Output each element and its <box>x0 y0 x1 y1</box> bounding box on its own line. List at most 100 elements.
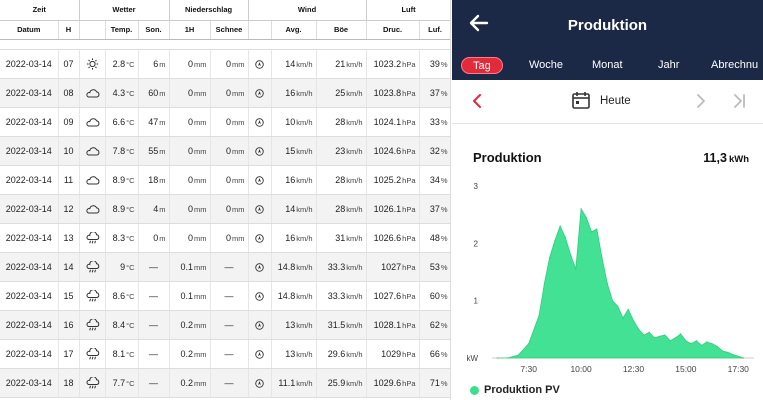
cell-snow: 0mm <box>210 49 249 79</box>
rain-cloud-icon <box>86 317 99 330</box>
cell-sun: — <box>138 281 170 311</box>
cell-rain-value: 0.2 <box>180 319 194 330</box>
cell-temp: 8.6°C <box>105 281 139 311</box>
data-point <box>622 317 624 319</box>
x-tick-label: 7:30 <box>520 364 537 374</box>
x-tick-label: 12:30 <box>623 364 645 374</box>
cell-wind-avg-value: 14 <box>285 203 296 214</box>
cell-wind-direction <box>248 223 272 253</box>
date-navigator: Heute <box>452 80 763 124</box>
data-point <box>690 343 692 345</box>
cell-rain: 0mm <box>169 136 211 166</box>
cell-wind-avg: 14km/h <box>271 194 317 224</box>
cell-wind-gust: 31.5km/h <box>316 310 367 340</box>
cell-wind-avg: 14km/h <box>271 49 317 79</box>
y-tick-label: 1 <box>474 297 479 306</box>
chart-title: Produktion <box>473 150 542 165</box>
cell-sun-unit: m <box>159 117 166 127</box>
cell-wind-direction <box>248 194 272 224</box>
cell-wind-direction <box>248 310 272 340</box>
cell-wind-avg-value: 14.8 <box>277 261 296 272</box>
tab-woche[interactable]: Woche <box>529 59 564 71</box>
cell-sun-value: 47 <box>148 116 159 127</box>
cell-weather-icon <box>79 368 106 398</box>
col-header-luf: Luf. <box>419 20 450 40</box>
cell-snow-unit: mm <box>232 59 245 69</box>
data-point <box>575 268 577 270</box>
cell-wind-gust-unit: km/h <box>346 204 363 214</box>
cell-wind-gust-value: 28 <box>335 174 346 185</box>
calendar-icon[interactable] <box>571 90 591 110</box>
cell-pressure-unit: hPa <box>402 378 416 388</box>
cell-weather-icon <box>79 281 106 311</box>
wind-direction-icon <box>255 175 264 185</box>
col-header-temp: Temp. <box>105 20 139 40</box>
cell-temp-unit: °C <box>126 378 135 388</box>
cell-temp-value: 9 <box>120 261 126 272</box>
chevron-right-icon[interactable] <box>696 94 706 108</box>
cell-sun: — <box>138 310 170 340</box>
cell-wind-gust-value: 33.3 <box>327 290 346 301</box>
tab-tag[interactable]: Tag <box>461 57 503 74</box>
cell-weather-icon <box>79 49 106 79</box>
skip-to-end-icon[interactable] <box>732 94 746 108</box>
cell-rain: 0mm <box>169 49 211 79</box>
cell-wind-gust: 21km/h <box>316 49 367 79</box>
data-point <box>580 208 582 210</box>
cell-humidity: 60% <box>419 281 450 311</box>
cell-humidity: 32% <box>419 136 450 166</box>
cell-snow: 0mm <box>210 223 249 253</box>
cell-pressure-value: 1028.1 <box>373 319 402 330</box>
data-point <box>606 282 608 285</box>
rain-cloud-icon <box>86 230 99 243</box>
x-tick-label: 15:00 <box>675 364 697 374</box>
date-label[interactable]: Heute <box>600 95 631 107</box>
cell-wind-gust-value: 28 <box>335 116 346 127</box>
cell-humidity: 71% <box>419 368 450 398</box>
cell-humidity-unit: % <box>440 59 448 69</box>
cell-pressure: 1029.6hPa <box>366 368 420 398</box>
weather-table-body: 2022-03-14 07 2.8°C 6m 0mm 0mm 14km/h 21km/h 102… <box>0 39 450 398</box>
cloud-icon <box>85 175 99 184</box>
cell-wind-direction <box>248 165 272 195</box>
chevron-left-icon[interactable] <box>472 94 482 108</box>
tab-monat[interactable]: Monat <box>592 59 623 71</box>
cell-rain-unit: mm <box>194 320 207 330</box>
cell-snow-value: 0 <box>226 145 232 156</box>
cell-temp-value: 6.6 <box>112 116 126 127</box>
data-point <box>685 340 687 342</box>
cell-sun-unit: m <box>159 59 166 69</box>
cell-temp: 7.7°C <box>105 368 139 398</box>
cell-wind-gust-value: 29.6 <box>327 348 346 359</box>
wind-direction-icon <box>255 117 264 127</box>
cell-wind-avg: 16km/h <box>271 165 317 195</box>
cell-snow: 0mm <box>210 107 249 137</box>
wind-direction-icon <box>255 204 264 214</box>
data-point <box>564 237 566 239</box>
cell-humidity-value: 39 <box>429 58 440 69</box>
cell-rain-value: 0 <box>188 58 194 69</box>
back-arrow-icon[interactable] <box>468 12 490 34</box>
cell-rain-value: 0 <box>188 203 194 214</box>
cell-pressure: 1025.2hPa <box>366 165 420 195</box>
cell-temp: 8.9°C <box>105 165 139 195</box>
tab-abrechnung[interactable]: Abrechnu <box>711 59 759 71</box>
cell-pressure: 1026.1hPa <box>366 194 420 224</box>
cell-temp: 6.6°C <box>105 107 139 137</box>
cell-rain: 0mm <box>169 223 211 253</box>
cell-pressure: 1028.1hPa <box>366 310 420 340</box>
tab-jahr[interactable]: Jahr <box>658 59 680 71</box>
cell-date: 2022-03-14 <box>0 136 59 166</box>
cell-pressure-unit: hPa <box>402 88 416 98</box>
group-header-wind: Wind <box>248 0 367 21</box>
cell-date: 2022-03-14 <box>0 165 59 195</box>
cell-sun-unit: m <box>159 146 166 156</box>
cell-rain-value: 0 <box>188 232 194 243</box>
cell-snow-value: 0 <box>226 58 232 69</box>
cell-humidity-value: 32 <box>429 145 440 156</box>
cell-pressure-unit: hPa <box>402 204 416 214</box>
cell-temp-unit: °C <box>126 262 135 272</box>
cell-date: 2022-03-14 <box>0 223 59 253</box>
data-point <box>585 216 587 219</box>
cell-temp-value: 7.8 <box>112 145 126 156</box>
